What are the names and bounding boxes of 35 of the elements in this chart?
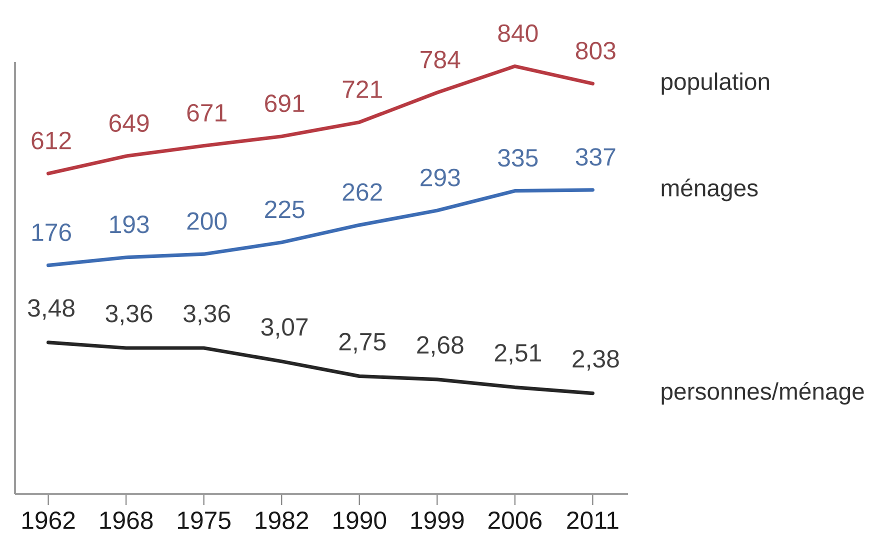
x-tick-label: 1975 — [178, 512, 230, 530]
data-label: 691 — [265, 94, 304, 112]
text: population — [662, 72, 769, 95]
data-label: 2,68 — [417, 336, 464, 357]
data-label: 200 — [187, 212, 227, 230]
x-tick-label: 1968 — [100, 512, 153, 530]
data-label: 671 — [187, 104, 226, 122]
data-label: 3,48 — [28, 299, 74, 320]
data-label: 335 — [498, 149, 538, 167]
data-label: 721 — [342, 80, 382, 98]
x-tick-label: 1990 — [334, 512, 386, 530]
data-label: 2,75 — [339, 332, 386, 354]
data-label: 3,07 — [261, 318, 308, 339]
text: ménages — [662, 178, 758, 202]
x-tick-label: 1962 — [22, 512, 75, 530]
x-tick-label: 2011 — [567, 512, 618, 530]
data-label: 337 — [576, 148, 616, 166]
data-label: 262 — [342, 183, 382, 201]
data-label: 784 — [420, 50, 460, 68]
x-tick-label: 1999 — [411, 512, 464, 530]
data-label: 225 — [265, 200, 304, 218]
data-label: 293 — [420, 168, 460, 186]
data-label: 612 — [32, 132, 71, 150]
data-label: 2,51 — [494, 344, 541, 365]
data-label: 2,38 — [572, 350, 619, 371]
data-label: 649 — [110, 114, 149, 132]
data-label: 840 — [498, 24, 538, 42]
data-label: 803 — [576, 42, 616, 60]
x-tick-label: 2006 — [488, 512, 542, 530]
x-tick-label: 1982 — [256, 512, 308, 530]
data-label: 193 — [110, 216, 149, 234]
data-label: 3,36 — [184, 304, 230, 326]
data-label: 3,36 — [106, 304, 152, 326]
text: personnes/ménage — [662, 382, 864, 405]
data-label: 176 — [32, 224, 71, 242]
